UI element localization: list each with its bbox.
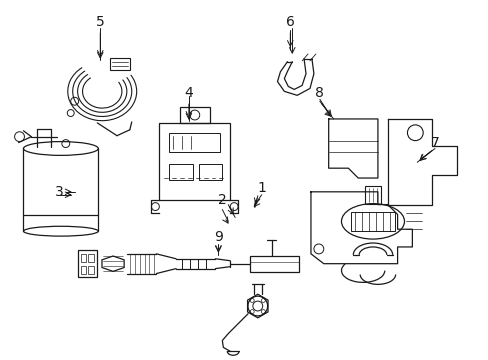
Text: 4: 4 — [184, 86, 193, 100]
Bar — [81, 254, 86, 262]
Bar — [88, 266, 94, 274]
Bar — [88, 254, 94, 262]
Bar — [159, 123, 230, 200]
Bar — [169, 164, 192, 180]
Text: 9: 9 — [214, 230, 223, 244]
Bar — [78, 250, 97, 278]
Bar — [365, 186, 380, 204]
Text: 8: 8 — [315, 86, 324, 100]
Text: 5: 5 — [96, 15, 104, 30]
Text: 6: 6 — [285, 15, 294, 30]
Bar — [350, 212, 394, 231]
Text: 7: 7 — [430, 136, 439, 150]
Bar — [110, 58, 129, 70]
Text: 1: 1 — [257, 181, 265, 195]
Bar — [249, 256, 299, 271]
Text: 2: 2 — [218, 193, 226, 207]
Text: 3: 3 — [55, 185, 63, 199]
Bar — [198, 164, 222, 180]
Bar — [81, 266, 86, 274]
Bar — [169, 133, 220, 152]
Bar — [180, 107, 209, 123]
